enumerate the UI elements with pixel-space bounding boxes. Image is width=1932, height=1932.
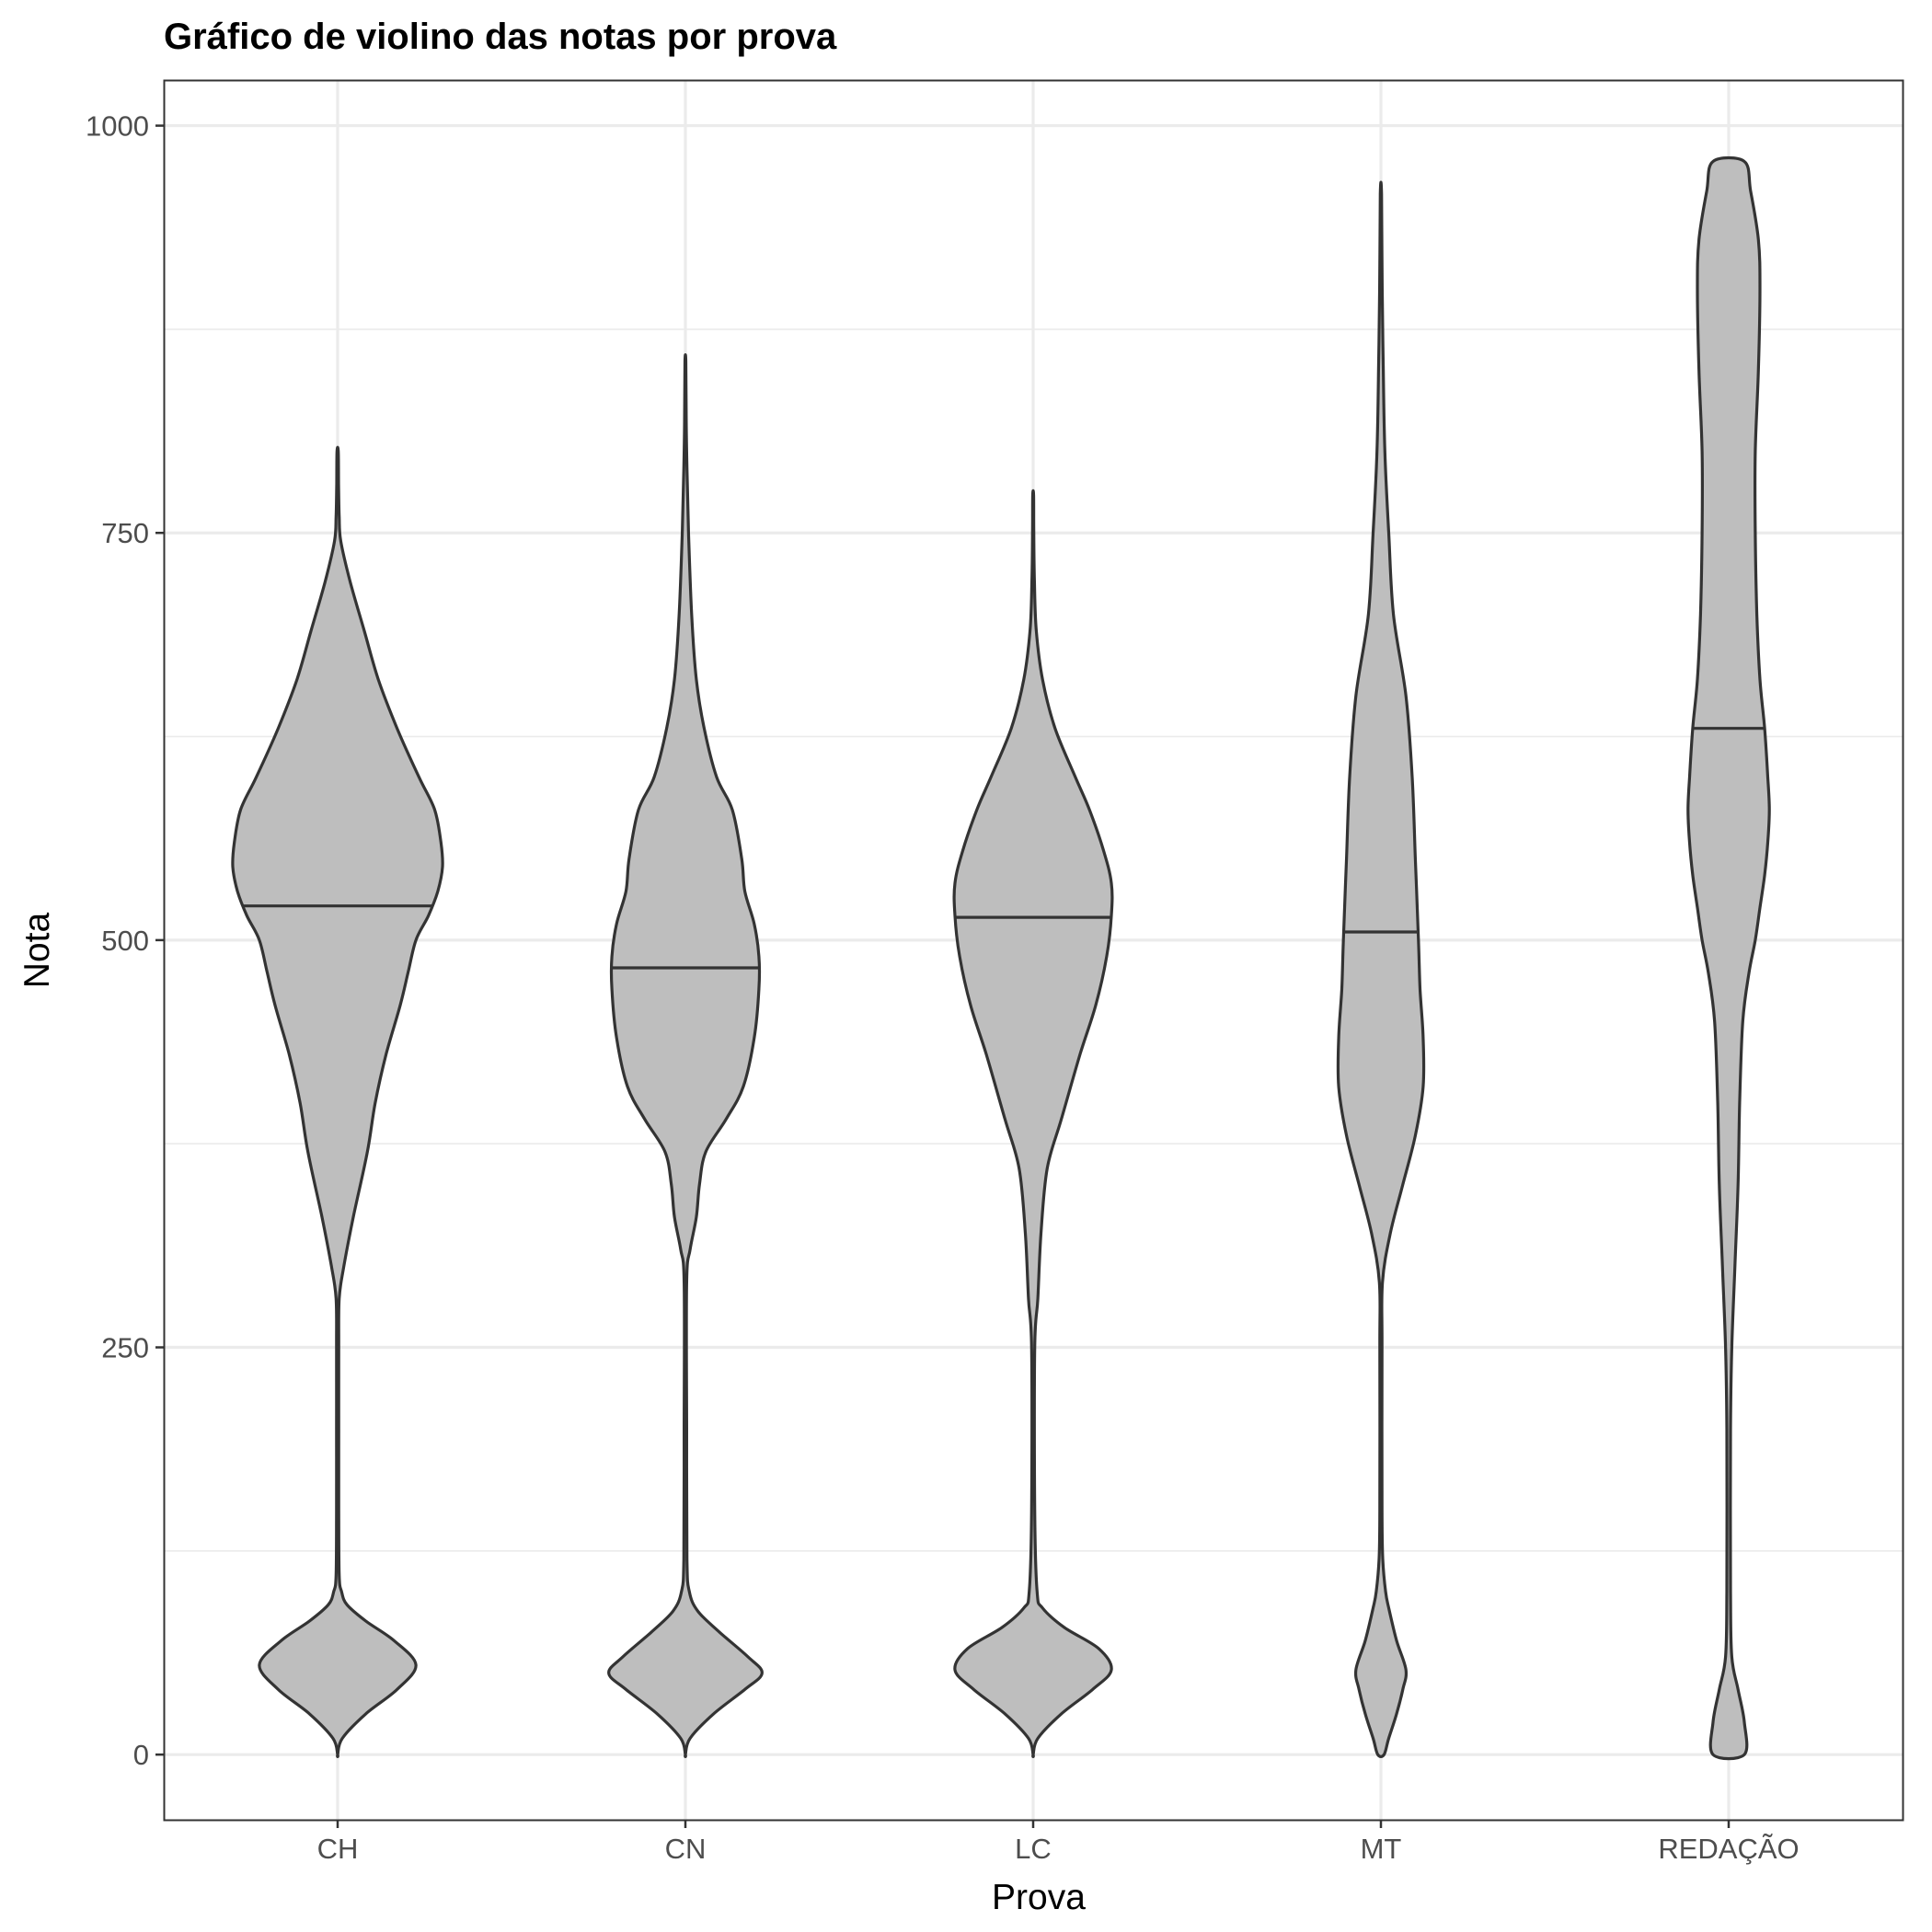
x-tick-label: REDAÇÃO (1658, 1833, 1799, 1865)
x-axis: CH CN LC MT REDAÇÃO (317, 1820, 1800, 1865)
violins (231, 155, 1771, 1761)
x-tick-label: CH (317, 1833, 359, 1865)
violin-lc (952, 489, 1114, 1758)
violin-cn (607, 352, 764, 1758)
y-axis: 0 250 500 750 1000 (86, 110, 164, 1771)
y-axis-title: Nota (17, 913, 57, 989)
x-tick-label: MT (1361, 1833, 1402, 1865)
violin-redação (1686, 155, 1771, 1761)
y-tick-label: 750 (101, 517, 149, 549)
x-axis-title: Prova (992, 1878, 1086, 1917)
violin-mt (1336, 180, 1426, 1758)
y-tick-label: 0 (133, 1739, 149, 1771)
y-tick-label: 250 (101, 1332, 149, 1364)
x-tick-label: LC (1015, 1833, 1052, 1865)
y-tick-label: 500 (101, 925, 149, 957)
violin-ch (231, 445, 444, 1758)
x-tick-label: CN (665, 1833, 707, 1865)
chart-title: Gráfico de violino das notas por prova (164, 17, 837, 57)
y-tick-label: 1000 (86, 110, 149, 143)
